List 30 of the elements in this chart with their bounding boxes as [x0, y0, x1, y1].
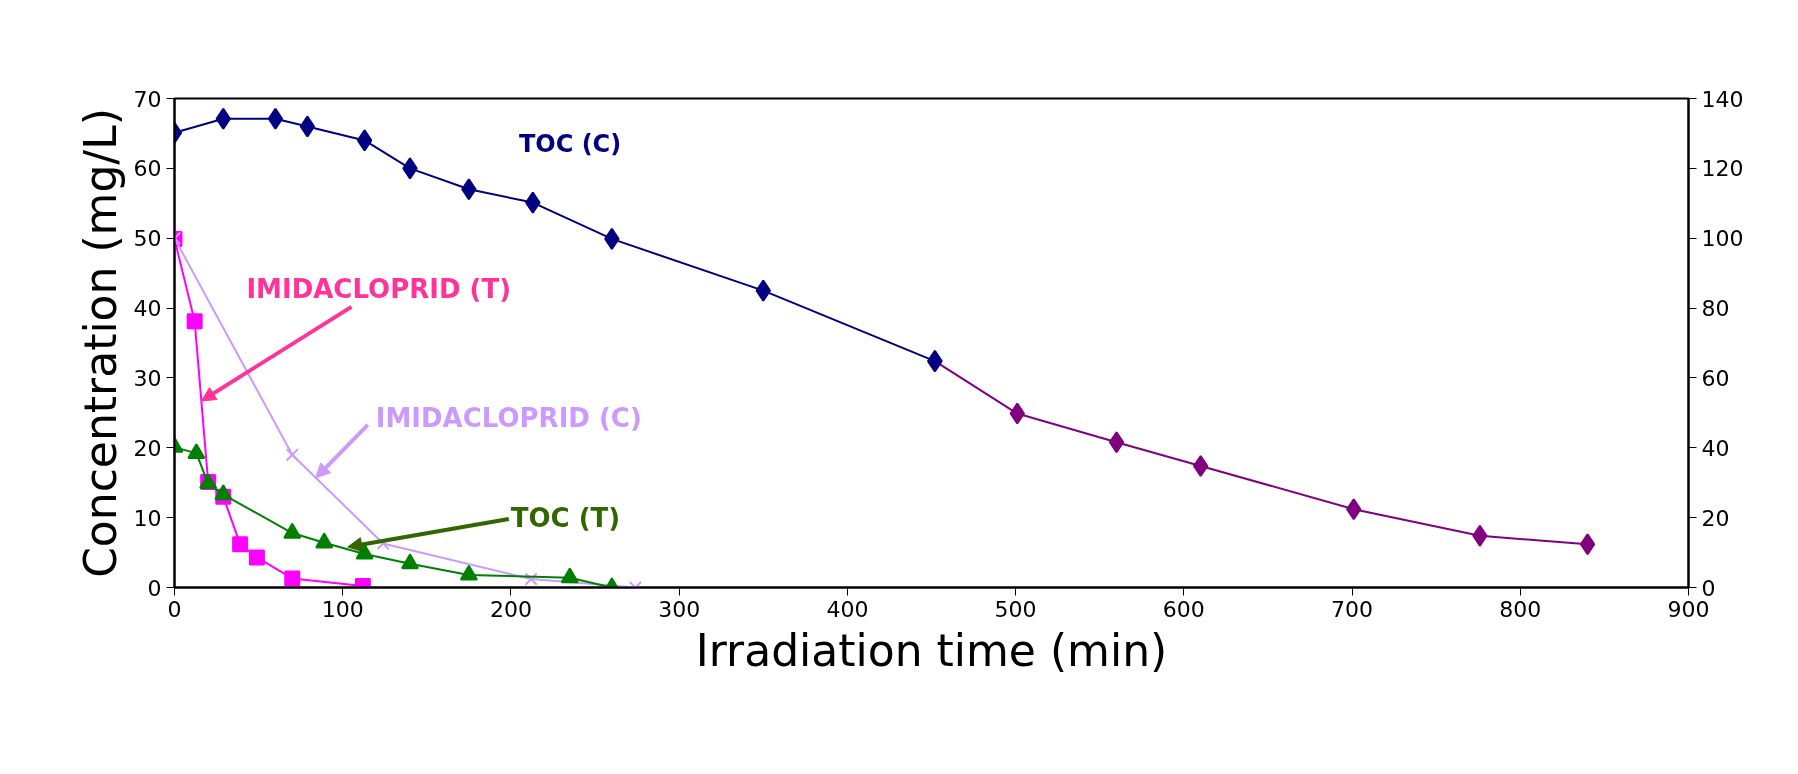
y-tick-label: 60 — [133, 156, 162, 182]
y2-tick-label: 100 — [1701, 226, 1744, 252]
y2-tick-label: 140 — [1701, 86, 1744, 112]
x-tick-label: 100 — [321, 596, 364, 622]
x-tick-label: 300 — [658, 596, 701, 622]
x-tick-label: 800 — [1499, 596, 1542, 622]
series-label: TOC (C) — [518, 130, 622, 159]
y-tick-label: 20 — [133, 435, 162, 461]
annotation: IMIDACLOPRID (T) — [246, 273, 512, 304]
y2-tick-label: 20 — [1701, 505, 1730, 531]
x-axis-title: Irradiation time (min) — [695, 624, 1168, 676]
y2-tick-label: 120 — [1701, 156, 1744, 182]
y-tick-label: 70 — [133, 86, 162, 112]
x-tick-label: 0 — [167, 596, 182, 622]
y-axis-title: Concentration (mg/L) — [74, 108, 126, 578]
y2-tick-label: 60 — [1701, 365, 1730, 391]
y-tick-label: 30 — [133, 365, 162, 391]
annotation: TOC (T) — [510, 502, 621, 533]
y2-tick-label: 80 — [1701, 296, 1730, 322]
x-tick-label: 500 — [994, 596, 1037, 622]
y-tick-label: 40 — [133, 296, 162, 322]
y-tick-label: 50 — [133, 226, 162, 252]
x-tick-label: 700 — [1331, 596, 1374, 622]
y-tick-label: 0 — [147, 575, 162, 601]
y2-tick-label: 40 — [1701, 435, 1730, 461]
x-tick-label: 200 — [489, 596, 532, 622]
annotation: IMIDACLOPRID (C) — [375, 402, 642, 433]
x-tick-label: 600 — [1162, 596, 1205, 622]
y-tick-label: 10 — [133, 505, 162, 531]
x-tick-label: 400 — [826, 596, 869, 622]
